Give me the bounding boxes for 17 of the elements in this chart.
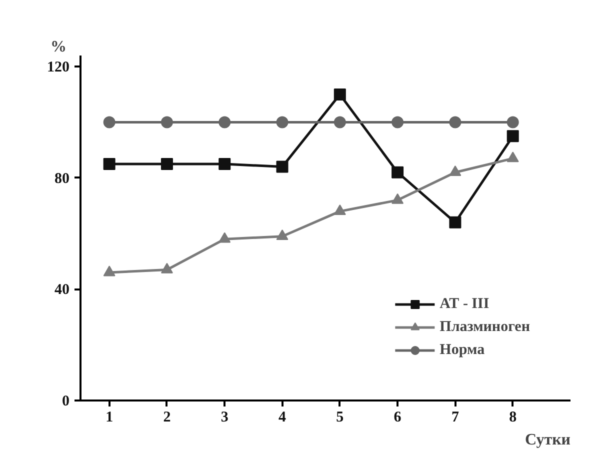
- x-tick-label: 5: [336, 410, 344, 426]
- legend-label: АТ - III: [440, 296, 490, 312]
- x-tick-label: 2: [163, 410, 171, 426]
- y-axis-title: %: [50, 38, 66, 56]
- x-tick-label: 4: [278, 410, 287, 426]
- legend-label: Плазминоген: [440, 318, 530, 336]
- x-tick-label: 1: [106, 410, 114, 426]
- legend-label: Норма: [440, 342, 485, 358]
- x-axis-title: Сутки: [525, 432, 570, 448]
- x-tick-label: 7: [451, 410, 460, 426]
- x-tick-label: 8: [509, 410, 517, 426]
- y-tick-label: 120: [47, 60, 70, 76]
- x-tick-label: 3: [220, 410, 228, 426]
- y-tick-label: 40: [54, 282, 70, 298]
- x-tick-label: 6: [394, 410, 402, 426]
- y-tick-label: 80: [54, 170, 70, 187]
- y-tick-label: 0: [62, 394, 70, 410]
